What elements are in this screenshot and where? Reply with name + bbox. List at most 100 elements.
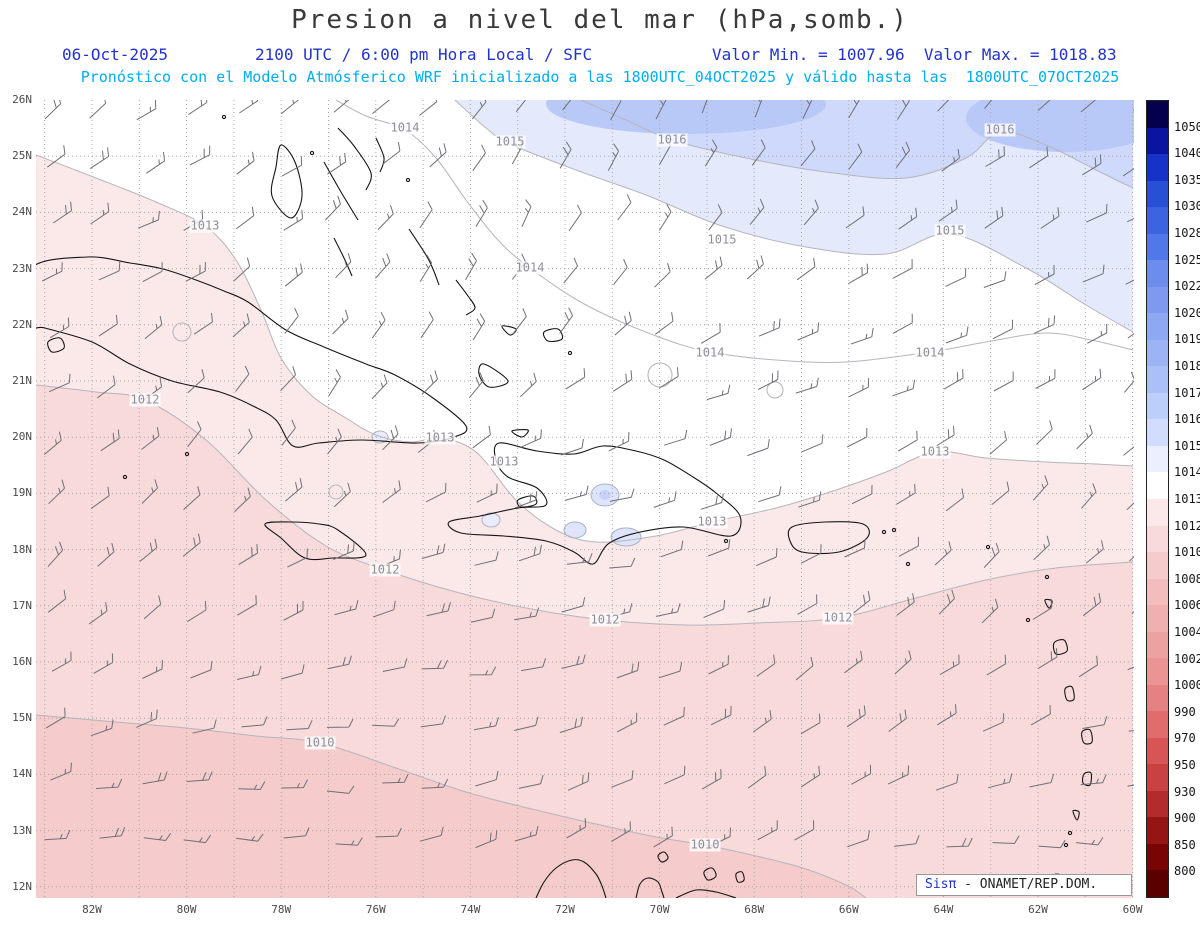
colorbar-value: 1014 xyxy=(1174,465,1200,480)
colorbar-value: 930 xyxy=(1174,784,1196,799)
colorbar-value: 1012 xyxy=(1174,518,1200,533)
colorbar-cell xyxy=(1147,419,1168,446)
contour-label: 1014 xyxy=(694,345,726,360)
contour-label: 1012 xyxy=(822,610,854,625)
colorbar-cell xyxy=(1147,472,1168,499)
contour-label: 1015 xyxy=(934,223,966,238)
lat-label: 21N xyxy=(12,374,32,387)
forecast-note: Pronóstico con el Modelo Atmósferico WRF… xyxy=(80,68,1120,86)
lon-label: 62W xyxy=(1028,903,1048,916)
lat-label: 12N xyxy=(12,879,32,893)
colorbar-value: 1000 xyxy=(1174,678,1200,693)
colorbar-value: 1020 xyxy=(1174,305,1200,320)
colorbar-value: 1040 xyxy=(1174,146,1200,161)
contour-label: 1015 xyxy=(706,232,738,247)
colorbar-value: 1015 xyxy=(1174,438,1200,453)
colorbar-value: 1013 xyxy=(1174,492,1200,506)
colorbar-cell xyxy=(1147,631,1168,659)
colorbar-cell xyxy=(1147,711,1168,738)
colorbar-value: 1025 xyxy=(1174,252,1200,267)
lat-label: 22N xyxy=(12,317,32,331)
lon-label: 60W xyxy=(1122,903,1143,916)
brand-onamet: - ONAMET/REP.DOM. xyxy=(956,877,1098,892)
valid-time: 2100 UTC / 6:00 pm Hora Local / SFC xyxy=(255,45,593,64)
colorbar-value: 1019 xyxy=(1174,332,1200,347)
colorbar-cell xyxy=(1147,180,1168,208)
lat-label: 13N xyxy=(12,823,32,837)
lat-label: 25N xyxy=(12,149,32,163)
lon-label: 68W xyxy=(744,903,765,916)
colorbar-cell xyxy=(1147,870,1168,897)
contour-label: 1010 xyxy=(689,837,721,852)
contour-label: 1012 xyxy=(369,562,401,577)
contour-label: 1012 xyxy=(589,612,621,627)
branding-box: Sisπ - ONAMET/REP.DOM. xyxy=(916,874,1132,896)
contour-label: 1014 xyxy=(389,120,421,135)
colorbar-cell xyxy=(1147,817,1168,844)
colorbar-value: 1050 xyxy=(1174,119,1200,134)
colorbar-cell xyxy=(1147,498,1168,526)
lat-label: 18N xyxy=(12,542,32,556)
colorbar-cell xyxy=(1147,684,1168,712)
contour-label: 1015 xyxy=(494,134,526,149)
colorbar-value: 1006 xyxy=(1174,598,1200,613)
lat-label: 19N xyxy=(12,486,32,500)
colorbar-cell xyxy=(1147,339,1168,367)
colorbar-value: 1010 xyxy=(1174,545,1200,560)
minmax-values: Valor Min. = 1007.96 Valor Max. = 1018.8… xyxy=(712,45,1117,64)
colorbar-cell xyxy=(1147,790,1168,818)
page-title: Presion a nivel del mar (hPa,somb.) xyxy=(291,5,909,35)
colorbar-cell xyxy=(1147,127,1168,155)
map-area: 1014 1015 1016 1016 1013 1015 1015 1014 1014 1014… xyxy=(36,100,1134,898)
colorbar-cell xyxy=(1147,525,1168,553)
colorbar-cell xyxy=(1147,260,1168,287)
colorbar-cell xyxy=(1147,552,1168,579)
colorbar-cell xyxy=(1147,578,1168,606)
colorbar-value: 1004 xyxy=(1174,625,1200,639)
lat-label: 15N xyxy=(12,711,32,725)
contour-label: 1014 xyxy=(514,260,546,275)
colorbar-cell xyxy=(1147,605,1168,632)
colorbar-cell xyxy=(1147,313,1168,340)
colorbar xyxy=(1146,100,1169,898)
colorbar-value: 970 xyxy=(1174,731,1196,746)
contour-label: 1013 xyxy=(696,514,728,529)
lat-label: 24N xyxy=(12,205,32,219)
lat-label: 17N xyxy=(12,598,32,612)
colorbar-cell xyxy=(1147,366,1168,393)
colorbar-value: 950 xyxy=(1174,758,1196,772)
contour-label: 1014 xyxy=(914,345,946,360)
colorbar-cell xyxy=(1147,154,1168,181)
colorbar-value: 800 xyxy=(1174,864,1196,879)
contour-label: 1013 xyxy=(424,430,456,445)
colorbar-cell xyxy=(1147,207,1168,234)
colorbar-value: 1030 xyxy=(1174,199,1200,214)
run-date: 06-Oct-2025 xyxy=(62,45,168,64)
lat-label: 20N xyxy=(12,430,32,444)
colorbar-value: 1035 xyxy=(1174,172,1200,187)
wind-barbs-layer xyxy=(41,100,1134,849)
lat-label: 23N xyxy=(12,261,32,275)
lat-label: 26N xyxy=(12,93,32,106)
colorbar-value: 1016 xyxy=(1174,412,1200,427)
colorbar-value: 1008 xyxy=(1174,571,1200,586)
colorbar-value: 1028 xyxy=(1174,226,1200,240)
lon-label: 80W xyxy=(176,903,197,916)
colorbar-cell xyxy=(1147,445,1168,473)
contour-label: 1013 xyxy=(189,218,221,233)
colorbar-value: 1002 xyxy=(1174,651,1200,666)
colorbar-value: 990 xyxy=(1174,704,1196,719)
lon-label: 82W xyxy=(82,903,102,916)
colorbar-value: 1018 xyxy=(1174,359,1200,373)
lon-label: 70W xyxy=(649,903,670,916)
colorbar-cell xyxy=(1147,233,1168,261)
colorbar-cell xyxy=(1147,764,1168,791)
colorbar-cell xyxy=(1147,101,1168,128)
colorbar-cell xyxy=(1147,843,1168,871)
colorbar-value: 1017 xyxy=(1174,385,1200,400)
colorbar-value: 900 xyxy=(1174,811,1196,826)
colorbar-value: 1022 xyxy=(1174,279,1200,294)
contour-label: 1013 xyxy=(919,444,951,459)
colorbar-cell xyxy=(1147,392,1168,420)
